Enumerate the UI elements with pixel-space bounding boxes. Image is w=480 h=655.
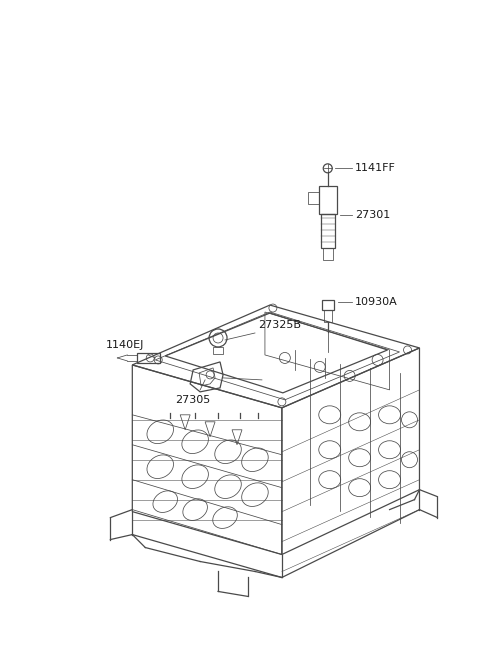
Text: 1141FF: 1141FF xyxy=(355,163,396,174)
Text: 27305: 27305 xyxy=(175,395,210,405)
Text: 27325B: 27325B xyxy=(258,320,301,330)
Text: 10930A: 10930A xyxy=(355,297,397,307)
Text: 1140EJ: 1140EJ xyxy=(106,340,144,350)
Text: 27301: 27301 xyxy=(355,210,390,220)
